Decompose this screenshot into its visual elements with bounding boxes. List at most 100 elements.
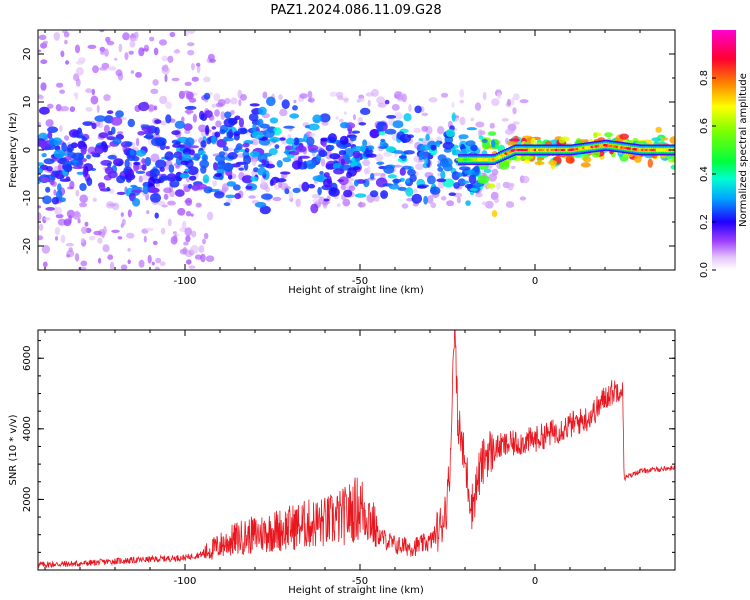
heatmap-cell-706 [312,175,324,182]
heatmap-cell-415 [88,235,96,241]
heatmap-cell-187 [491,98,500,106]
heatmap-cell-1144 [182,148,192,156]
heatmap-cell-531 [212,180,218,187]
heatmap-cell-1138 [369,129,380,138]
heatmap-cell-348 [154,266,160,270]
heatmap-cell-1505 [158,176,170,181]
heatmap-cell-1401 [393,150,404,154]
heatmap-cell-1476 [291,160,302,170]
heatmap-cell-1526 [150,188,160,193]
heatmap-cell-512 [65,60,70,65]
heatmap-cell-361 [55,206,62,215]
heatmap-cell-955 [45,207,55,211]
heatmap-cell-272 [167,218,172,227]
heatmap-cell-299 [198,124,207,133]
heatmap-cell-634 [109,261,115,270]
heatmap-cell-49 [69,106,76,113]
heatmap-cell-115 [474,102,482,111]
heatmap-cell-943 [392,120,404,129]
heatmap-cell-203 [40,59,48,64]
heatmap-cell-341 [394,112,403,120]
heatmap-cell-1133 [38,106,50,115]
heatmap-cell-1445 [249,150,260,158]
heatmap-cell-731 [278,137,286,141]
heatmap-cell-1469 [651,137,662,142]
heatmap-cell-626 [143,44,150,52]
heatmap-cell-41 [55,213,64,219]
heatmap-cell-579 [182,247,188,255]
heatmap-cell-607 [185,235,191,243]
heatmap-cell-1185 [478,135,484,140]
colorbar-tick-label: 0.0 [699,262,710,278]
heatmap-cell-1170 [261,193,273,200]
heatmap-cell-1527 [458,166,471,171]
heatmap-cell-1420 [94,144,105,155]
heatmap-cell-910 [451,112,456,122]
heatmap-cell-462 [187,30,196,35]
heatmap-cell-1171 [304,125,310,129]
heatmap-cell-1032 [458,134,469,140]
heatmap-cell-1528 [38,167,43,175]
heatmap-cell-177 [184,199,192,204]
heatmap-cell-1285 [453,182,460,189]
heatmap-cell-292 [160,120,167,126]
heatmap-cell-877 [248,113,259,122]
heatmap-cell-387 [393,164,402,168]
heatmap-cell-1454 [352,150,361,159]
heatmap-cell-230 [489,122,495,129]
heatmap-cell-403 [103,124,110,134]
heatmap-cell-1525 [469,188,478,192]
heatmap-cell-176 [512,121,520,125]
heatmap-cell-559 [41,244,51,254]
heatmap-cell-1444 [124,158,130,169]
heatmap-cell-782 [580,162,591,168]
heatmap-cell-1368 [222,162,234,172]
heatmap-cell-1503 [274,144,280,150]
heatmap-cell-1512 [40,176,50,183]
heatmap-cell-359 [519,196,527,201]
heatmap-cell-729 [354,193,367,198]
heatmap-cell-550 [153,105,158,111]
heatmap-cell-1366 [452,149,461,156]
heatmap-cell-570 [99,30,105,33]
heatmap-cell-466 [421,125,429,132]
heatmap-cell-128 [437,126,445,135]
heatmap-cell-137 [133,31,139,39]
heatmap-cell-473 [340,97,350,101]
heatmap-cell-1374 [154,212,159,219]
heatmap-cell-510 [145,227,154,231]
heatmap-cell-1372 [269,179,274,187]
heatmap-cell-1403 [180,160,189,166]
heatmap-cell-1485 [436,178,447,183]
heatmap-cell-1134 [244,147,250,153]
heatmap-cell-148 [190,213,194,217]
heatmap-cell-29 [206,211,214,221]
heatmap-cell-14 [401,203,409,209]
heatmap-cell-947 [351,130,361,134]
heatmap-cell-1407 [223,136,229,142]
heatmap-cell-1033 [141,158,146,164]
heatmap-cell-390 [163,64,169,72]
heatmap-cell-1252 [353,179,359,187]
heatmap-cell-583 [66,254,70,258]
heatmap-cell-821 [205,125,210,135]
heatmap-cell-977 [187,183,193,189]
snr-xtick-label: -50 [352,576,368,587]
heatmap-cell-1482 [249,103,260,107]
heatmap-cell-1411 [71,159,79,163]
heatmap-cell-1462 [219,154,225,158]
heatmap-cell-119 [159,261,166,267]
heatmap-cell-1515 [48,137,55,147]
heatmap-cell-96 [55,104,62,112]
heatmap-cell-1136 [387,174,397,179]
heatmap-cell-594 [217,99,226,107]
heatmap-cell-1493 [107,162,112,168]
heatmap-cell-118 [183,241,189,246]
heatmap-cell-622 [128,50,134,55]
heatmap-cell-984 [65,176,71,182]
heatmap-cell-802 [647,158,653,168]
heatmap-cell-1415 [125,141,133,147]
heatmap-cell-511 [312,198,321,203]
heatmap-cell-1418 [51,170,61,175]
